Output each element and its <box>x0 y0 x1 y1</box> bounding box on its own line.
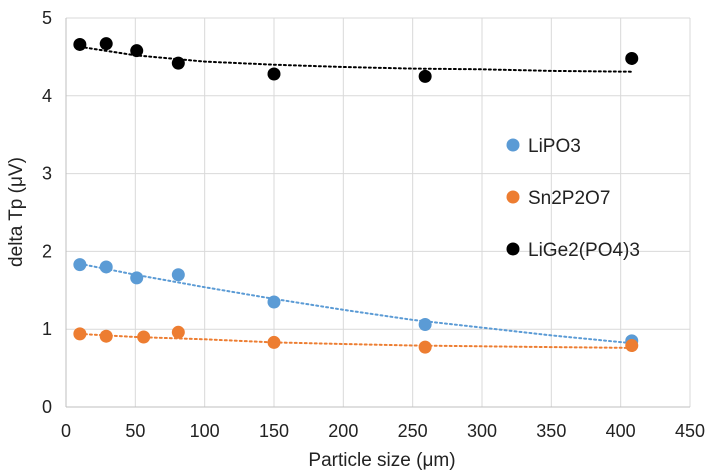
x-tick-label: 300 <box>467 421 497 441</box>
data-point-series-0 <box>418 318 432 332</box>
data-point-series-2 <box>625 51 639 65</box>
x-tick-label: 250 <box>398 421 428 441</box>
x-tick-label: 450 <box>675 421 705 441</box>
y-tick-label: 0 <box>42 397 52 417</box>
y-tick-label: 1 <box>42 319 52 339</box>
x-tick-label: 200 <box>328 421 358 441</box>
legend-label: Sn2P2O7 <box>528 188 610 209</box>
x-tick-label: 350 <box>536 421 566 441</box>
data-point-series-0 <box>73 258 87 272</box>
legend-marker <box>506 242 520 256</box>
x-tick-label: 150 <box>259 421 289 441</box>
data-point-series-2 <box>171 56 185 70</box>
gridlines <box>66 17 691 407</box>
x-axis-title: Particle size (μm) <box>308 450 455 471</box>
data-point-series-1 <box>171 325 185 339</box>
legend-label: LiPO3 <box>528 136 581 157</box>
data-point-series-2 <box>418 69 432 83</box>
y-tick-label: 3 <box>42 164 52 184</box>
data-point-series-2 <box>267 67 281 81</box>
y-tick-labels: 0 1 2 3 4 5 <box>42 8 52 417</box>
legend-marker <box>506 190 520 204</box>
x-tick-label: 400 <box>606 421 636 441</box>
x-tick-label: 0 <box>61 421 71 441</box>
legend-label: LiGe2(PO4)3 <box>528 240 640 261</box>
axes <box>65 18 690 408</box>
data-point-series-1 <box>99 329 113 343</box>
data-point-series-0 <box>267 295 281 309</box>
data-point-series-0 <box>99 260 113 274</box>
data-point-series-2 <box>130 44 144 58</box>
legend-marker <box>506 138 520 152</box>
data-point-series-0 <box>130 271 144 285</box>
x-tick-labels: 0 50 100 150 200 250 300 350 400 450 <box>61 421 705 441</box>
trendline-series-2 <box>78 45 633 73</box>
data-point-series-2 <box>73 37 87 51</box>
data-point-series-1 <box>267 335 281 349</box>
data-point-series-1 <box>137 330 151 344</box>
data-points <box>73 37 639 354</box>
data-point-series-1 <box>625 339 639 353</box>
trendline-series-0 <box>78 262 633 345</box>
x-tick-label: 100 <box>190 421 220 441</box>
x-tick-label: 50 <box>125 421 145 441</box>
data-point-series-2 <box>99 37 113 51</box>
y-tick-label: 4 <box>42 86 52 106</box>
trendlines <box>78 45 633 349</box>
data-point-series-1 <box>73 327 87 341</box>
y-axis-title: delta Tp (μV) <box>6 157 27 267</box>
data-point-series-0 <box>171 268 185 282</box>
y-tick-label: 2 <box>42 241 52 261</box>
legend: LiPO3 Sn2P2O7 LiGe2(PO4)3 <box>506 136 640 261</box>
y-tick-label: 5 <box>42 8 52 28</box>
data-point-series-1 <box>418 340 432 354</box>
